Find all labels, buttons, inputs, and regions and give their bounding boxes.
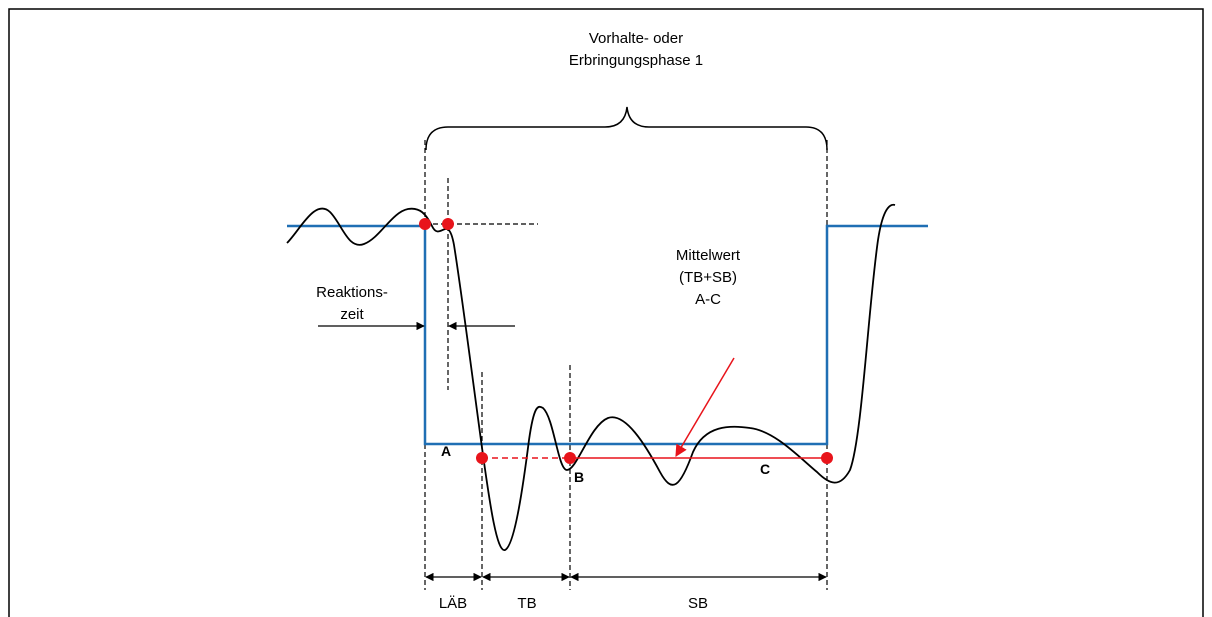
mean-label-line2: (TB+SB) — [679, 269, 737, 286]
target-profile-line — [287, 224, 928, 446]
interval-label-sb: SB — [688, 595, 708, 612]
mean-label-line3: A-C — [695, 291, 721, 308]
reaction-label-line1: Reaktions- — [316, 284, 388, 301]
reaction-label-line2: zeit — [340, 306, 364, 323]
phase-brace — [425, 106, 828, 151]
marker-c — [821, 452, 833, 464]
measured-signal-curve — [286, 203, 896, 551]
marker-threshold-start — [419, 218, 431, 230]
point-label-c: C — [760, 461, 770, 477]
phase-title-line1: Vorhalte- oder — [589, 30, 683, 47]
mean-label-line1: Mittelwert — [676, 247, 741, 264]
phase-title-line2: Erbringungsphase 1 — [569, 52, 703, 69]
marker-a — [476, 452, 488, 464]
interval-label-tb: TB — [517, 595, 536, 612]
mean-pointer-arrow — [675, 357, 735, 458]
point-label-b: B — [574, 469, 584, 485]
marker-b — [564, 452, 576, 464]
interval-label-lab: LÄB — [439, 595, 467, 612]
marker-reaction — [442, 218, 454, 230]
frame-border — [8, 8, 1204, 617]
point-label-a: A — [441, 443, 451, 459]
